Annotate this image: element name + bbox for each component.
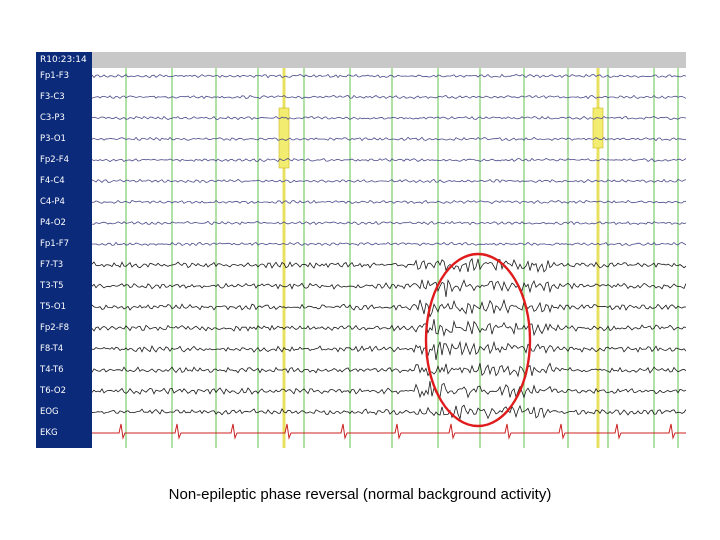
- eeg-trace: [92, 178, 686, 184]
- channel-label: T4-T6: [40, 365, 64, 375]
- eeg-trace: [92, 404, 686, 421]
- event-marker-tag[interactable]: [592, 107, 604, 149]
- channel-label: F8-T4: [40, 344, 64, 354]
- timestamp-label: R10:23:14: [40, 55, 87, 65]
- channel-label: Fp2-F8: [40, 323, 70, 333]
- channel-label: Fp2-F4: [40, 155, 70, 165]
- eeg-trace: [92, 115, 686, 121]
- channel-label: P4-O2: [40, 218, 66, 228]
- event-marker-tag[interactable]: [278, 107, 290, 169]
- eeg-trace: [92, 94, 686, 100]
- eeg-trace: [92, 278, 686, 298]
- eeg-trace: [92, 241, 686, 247]
- eeg-trace: [92, 381, 686, 399]
- eeg-trace-ekg: [92, 423, 686, 440]
- eeg-trace: [92, 298, 686, 318]
- eeg-trace: [92, 340, 686, 361]
- eeg-viewer: R10:23:14 Fp1-F3 F3-C3 C3-P3 P3-O1 Fp2-F4 F4-…: [36, 52, 686, 448]
- channel-label: T6-O2: [40, 386, 67, 396]
- channel-label: Fp1-F7: [40, 239, 70, 249]
- eeg-trace: [92, 319, 686, 337]
- eeg-trace: [92, 362, 686, 378]
- eeg-trace: [92, 257, 686, 273]
- eeg-trace: [92, 199, 686, 205]
- channel-label: F3-C3: [40, 92, 65, 102]
- figure-caption: Non-epileptic phase reversal (normal bac…: [168, 486, 552, 503]
- eeg-trace: [92, 73, 686, 79]
- eeg-trace: [92, 157, 686, 163]
- eeg-trace: [92, 220, 686, 226]
- eeg-trace-area: [92, 68, 686, 448]
- channel-label: C4-P4: [40, 197, 65, 207]
- channel-label: F7-T3: [40, 260, 64, 270]
- channel-label: C3-P3: [40, 113, 65, 123]
- channel-label: F4-C4: [40, 176, 65, 186]
- channel-label: EKG: [40, 428, 58, 438]
- channel-label: T3-T5: [40, 281, 64, 291]
- channel-sidebar: R10:23:14 Fp1-F3 F3-C3 C3-P3 P3-O1 Fp2-F4 F4-…: [36, 52, 92, 448]
- channel-label: Fp1-F3: [40, 71, 70, 81]
- header-strip: [92, 52, 686, 68]
- channel-label: T5-O1: [40, 302, 67, 312]
- channel-label: P3-O1: [40, 134, 66, 144]
- highlight-circle: [424, 252, 532, 428]
- eeg-trace: [92, 136, 686, 142]
- channel-label: EOG: [40, 407, 59, 417]
